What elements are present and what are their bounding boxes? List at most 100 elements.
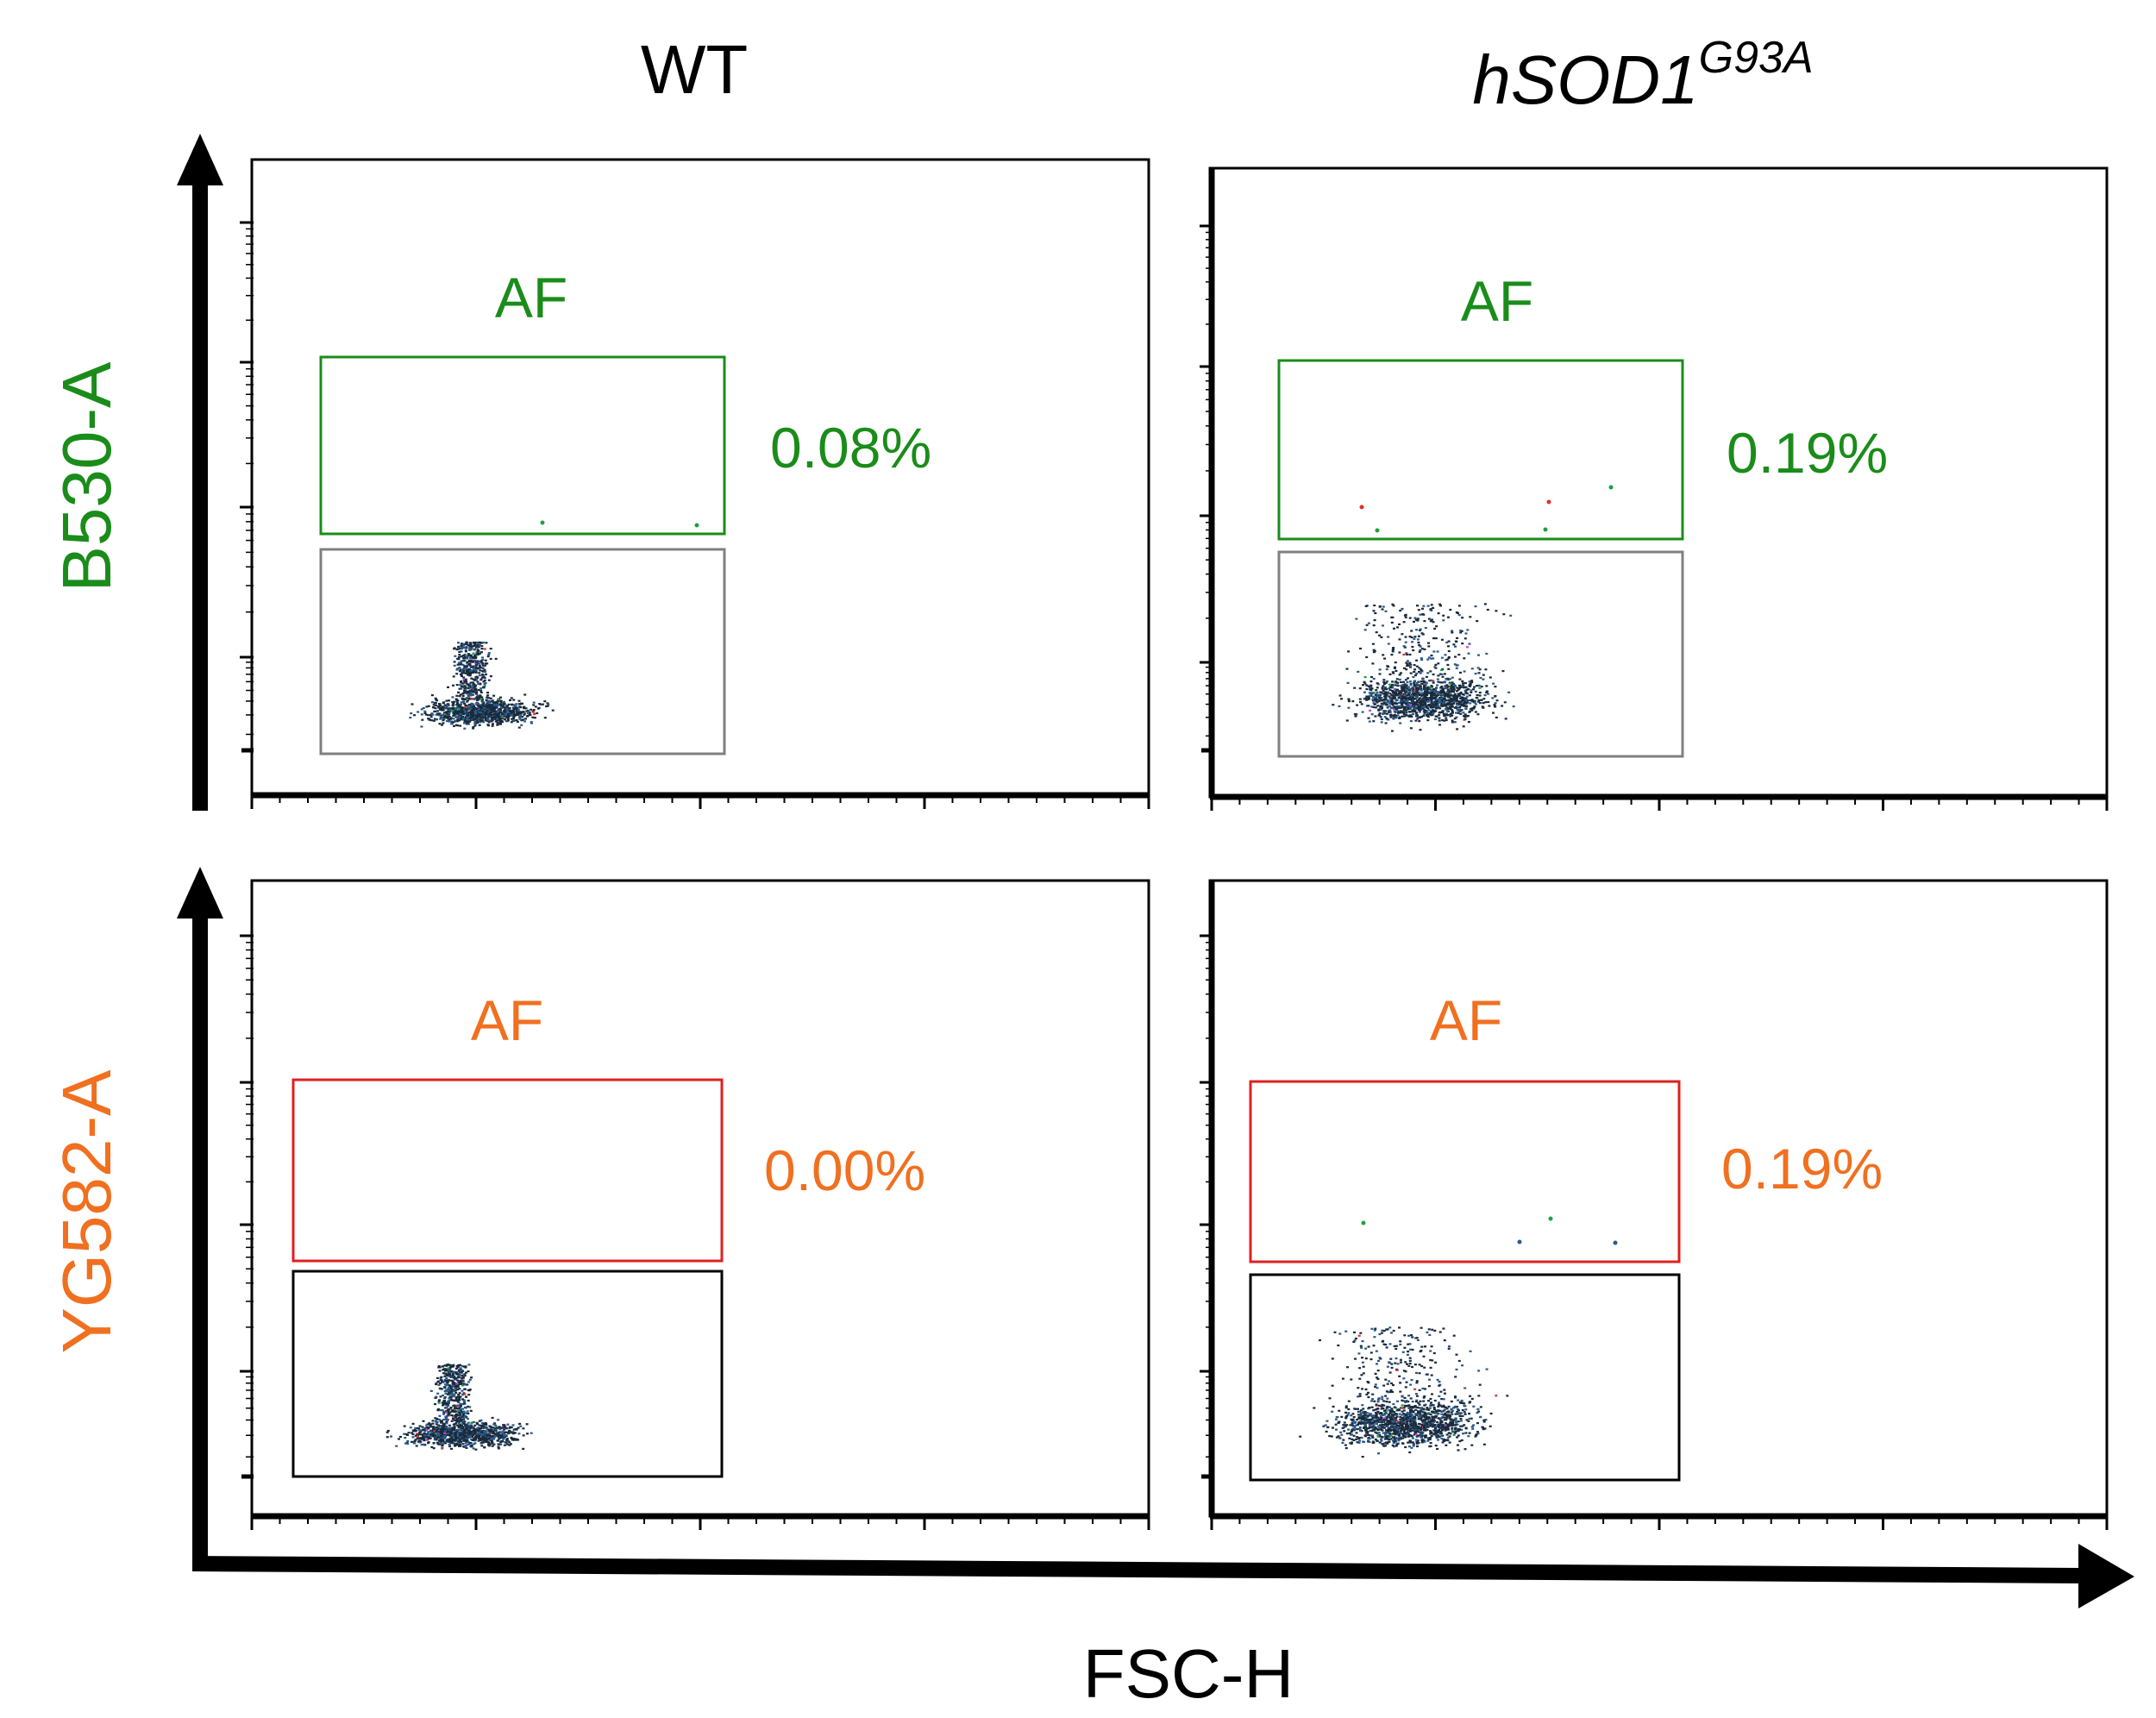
event-dot xyxy=(462,1431,466,1433)
event-dot xyxy=(464,1436,467,1439)
event-dot xyxy=(505,707,509,710)
event-dot xyxy=(460,701,463,704)
event-dot xyxy=(423,1438,426,1440)
event-dot xyxy=(1391,649,1395,651)
event-dot xyxy=(461,701,465,704)
event-dot xyxy=(1411,686,1414,688)
event-dot xyxy=(1426,658,1430,661)
event-dot xyxy=(459,1380,462,1383)
event-dot xyxy=(501,713,505,716)
event-dot xyxy=(1402,645,1406,648)
event-dot xyxy=(409,1426,412,1429)
event-dot xyxy=(461,686,465,688)
event-dot xyxy=(1370,692,1374,694)
event-dot xyxy=(1351,700,1355,703)
event-dot xyxy=(1449,1421,1452,1424)
event-dot xyxy=(473,722,477,724)
event-dot xyxy=(1426,715,1430,718)
event-dot xyxy=(456,1389,460,1391)
event-dot xyxy=(472,641,475,644)
event-dot xyxy=(472,1430,475,1433)
event-dot xyxy=(484,718,487,720)
event-dot xyxy=(437,1408,440,1411)
event-dot xyxy=(436,1424,440,1426)
event-dot xyxy=(484,713,487,716)
event-dot xyxy=(447,707,450,710)
event-dot xyxy=(1387,718,1390,721)
event-dot xyxy=(439,1425,442,1427)
event-dot xyxy=(446,1401,449,1403)
event-dot xyxy=(508,1444,511,1446)
event-dot xyxy=(1462,1433,1465,1435)
event-dot xyxy=(448,1440,452,1443)
event-dot xyxy=(449,1376,453,1378)
event-dot xyxy=(442,1413,446,1415)
event-dot xyxy=(1388,711,1392,713)
event-dot xyxy=(455,1418,459,1421)
event-dot xyxy=(498,1437,502,1439)
event-dot xyxy=(490,705,493,708)
event-dot xyxy=(461,643,465,645)
event-dot xyxy=(486,701,490,704)
event-dot xyxy=(1463,704,1466,706)
event-dot xyxy=(472,670,475,674)
event-dot xyxy=(1507,691,1511,693)
event-dot xyxy=(1369,694,1372,697)
event-dot xyxy=(458,719,461,722)
event-dot xyxy=(1378,605,1382,608)
event-dot xyxy=(472,1420,475,1423)
event-dot xyxy=(439,1388,442,1390)
event-dot xyxy=(1464,697,1468,700)
event-dot xyxy=(1337,1435,1340,1438)
event-dot xyxy=(1370,675,1373,679)
event-dot xyxy=(511,711,514,713)
event-dot xyxy=(435,1439,438,1441)
event-dot xyxy=(525,710,529,712)
event-dot xyxy=(1358,1367,1362,1370)
event-dot xyxy=(496,702,499,705)
event-dot xyxy=(1478,668,1482,671)
event-dot xyxy=(457,1422,461,1425)
event-dot xyxy=(1390,701,1394,704)
event-dot xyxy=(1396,714,1400,717)
event-dot xyxy=(493,1426,497,1429)
event-dot xyxy=(494,1424,498,1426)
event-dot xyxy=(481,1423,485,1426)
event-dot xyxy=(1405,705,1408,707)
event-dot xyxy=(1424,689,1427,693)
event-dot xyxy=(1450,684,1453,687)
event-dot xyxy=(1455,699,1458,701)
event-dot xyxy=(435,1426,438,1428)
event-dot xyxy=(468,698,472,700)
event-dot xyxy=(1464,699,1468,701)
event-dot xyxy=(418,1425,422,1427)
event-dot xyxy=(485,711,488,713)
event-dot xyxy=(1444,705,1447,707)
event-dot xyxy=(1388,698,1392,700)
event-dot xyxy=(1411,699,1414,702)
event-dot xyxy=(1430,694,1432,697)
event-dot xyxy=(498,717,501,719)
event-dot xyxy=(1406,664,1409,668)
event-dot xyxy=(441,1427,444,1431)
event-dot xyxy=(1415,694,1418,697)
event-dot xyxy=(450,1433,454,1436)
event-dots xyxy=(1332,603,1515,732)
event-dot xyxy=(465,1428,467,1431)
event-dot xyxy=(461,1421,464,1424)
event-dot xyxy=(1438,724,1441,726)
event-dot xyxy=(435,718,438,721)
event-dot xyxy=(518,718,522,720)
event-dot xyxy=(442,701,446,704)
event-dot xyxy=(1443,680,1446,683)
event-dot xyxy=(505,1441,508,1444)
event-dot xyxy=(470,677,473,680)
event-dot xyxy=(1451,681,1454,684)
event-dot xyxy=(474,641,478,644)
event-dot xyxy=(1384,610,1388,612)
event-dot xyxy=(445,706,448,709)
event-dot xyxy=(490,708,493,711)
event-dot xyxy=(1459,671,1462,674)
event-dot xyxy=(473,1428,477,1432)
event-dot xyxy=(1382,689,1385,692)
